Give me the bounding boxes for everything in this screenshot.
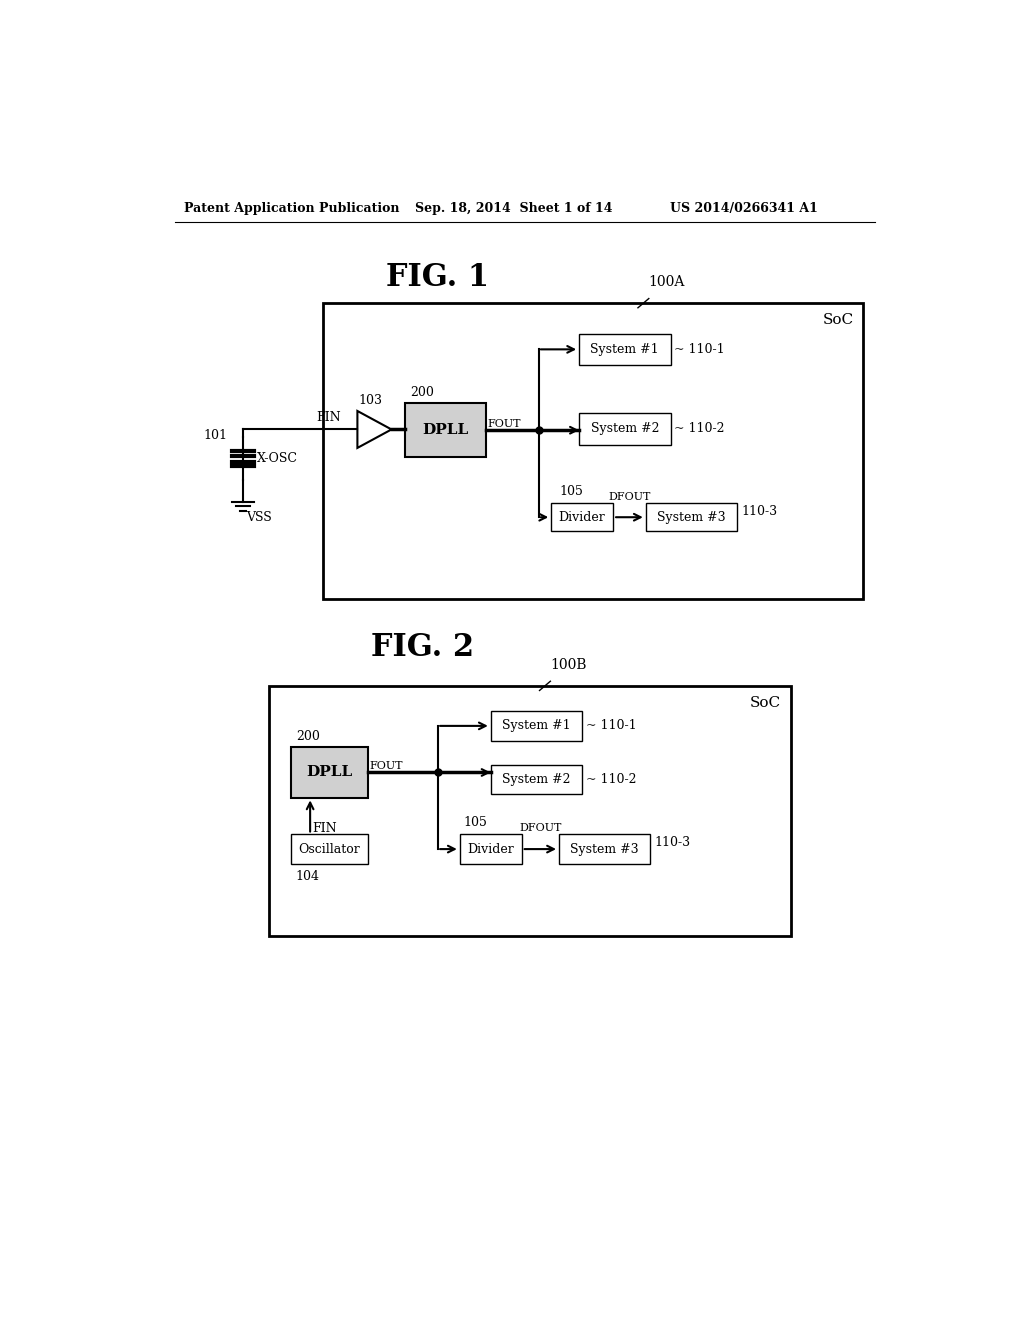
FancyBboxPatch shape (406, 404, 486, 457)
FancyBboxPatch shape (460, 834, 521, 863)
Text: System #2: System #2 (591, 422, 659, 436)
FancyBboxPatch shape (269, 686, 791, 936)
Text: System #2: System #2 (502, 774, 570, 787)
FancyBboxPatch shape (559, 834, 650, 863)
Text: SoC: SoC (751, 696, 781, 710)
Text: ~ 110-2: ~ 110-2 (675, 422, 725, 436)
Text: Patent Application Publication: Patent Application Publication (183, 202, 399, 215)
Text: ~ 110-2: ~ 110-2 (586, 774, 637, 787)
Text: DPLL: DPLL (423, 424, 469, 437)
Text: DFOUT: DFOUT (519, 824, 561, 833)
Text: DPLL: DPLL (306, 766, 352, 780)
Text: Divider: Divider (559, 511, 605, 524)
Text: 104: 104 (296, 870, 319, 883)
FancyBboxPatch shape (490, 711, 583, 741)
Text: Oscillator: Oscillator (299, 842, 360, 855)
Text: Divider: Divider (467, 842, 514, 855)
Text: 110-3: 110-3 (654, 837, 690, 850)
FancyBboxPatch shape (551, 503, 613, 531)
Text: US 2014/0266341 A1: US 2014/0266341 A1 (671, 202, 818, 215)
Text: 105: 105 (559, 484, 584, 498)
Text: SoC: SoC (822, 313, 853, 327)
Text: 105: 105 (463, 816, 487, 829)
Text: Sep. 18, 2014  Sheet 1 of 14: Sep. 18, 2014 Sheet 1 of 14 (415, 202, 612, 215)
FancyBboxPatch shape (646, 503, 737, 531)
Text: 110-3: 110-3 (741, 504, 777, 517)
Text: 100B: 100B (550, 657, 587, 672)
FancyBboxPatch shape (291, 834, 369, 863)
FancyBboxPatch shape (579, 334, 671, 364)
Text: ~ 110-1: ~ 110-1 (586, 719, 637, 733)
Text: VSS: VSS (247, 511, 272, 524)
Text: FOUT: FOUT (370, 762, 403, 771)
Text: 200: 200 (411, 385, 434, 399)
Text: ~ 110-1: ~ 110-1 (675, 343, 725, 356)
Text: FIN: FIN (312, 822, 337, 834)
FancyBboxPatch shape (291, 747, 369, 797)
Text: 103: 103 (358, 393, 383, 407)
Text: FIN: FIN (316, 411, 341, 424)
Text: System #3: System #3 (657, 511, 726, 524)
FancyBboxPatch shape (490, 766, 583, 795)
Text: FIG. 2: FIG. 2 (371, 632, 474, 663)
Text: FIG. 1: FIG. 1 (386, 263, 489, 293)
Text: System #3: System #3 (570, 842, 639, 855)
Text: 101: 101 (204, 429, 227, 442)
Text: X-OSC: X-OSC (257, 453, 298, 465)
Text: System #1: System #1 (502, 719, 570, 733)
Text: 200: 200 (296, 730, 319, 743)
FancyBboxPatch shape (324, 304, 862, 599)
Text: 100A: 100A (649, 276, 685, 289)
Text: DFOUT: DFOUT (608, 492, 650, 502)
FancyBboxPatch shape (579, 412, 671, 445)
Text: System #1: System #1 (591, 343, 659, 356)
Text: FOUT: FOUT (487, 418, 521, 429)
